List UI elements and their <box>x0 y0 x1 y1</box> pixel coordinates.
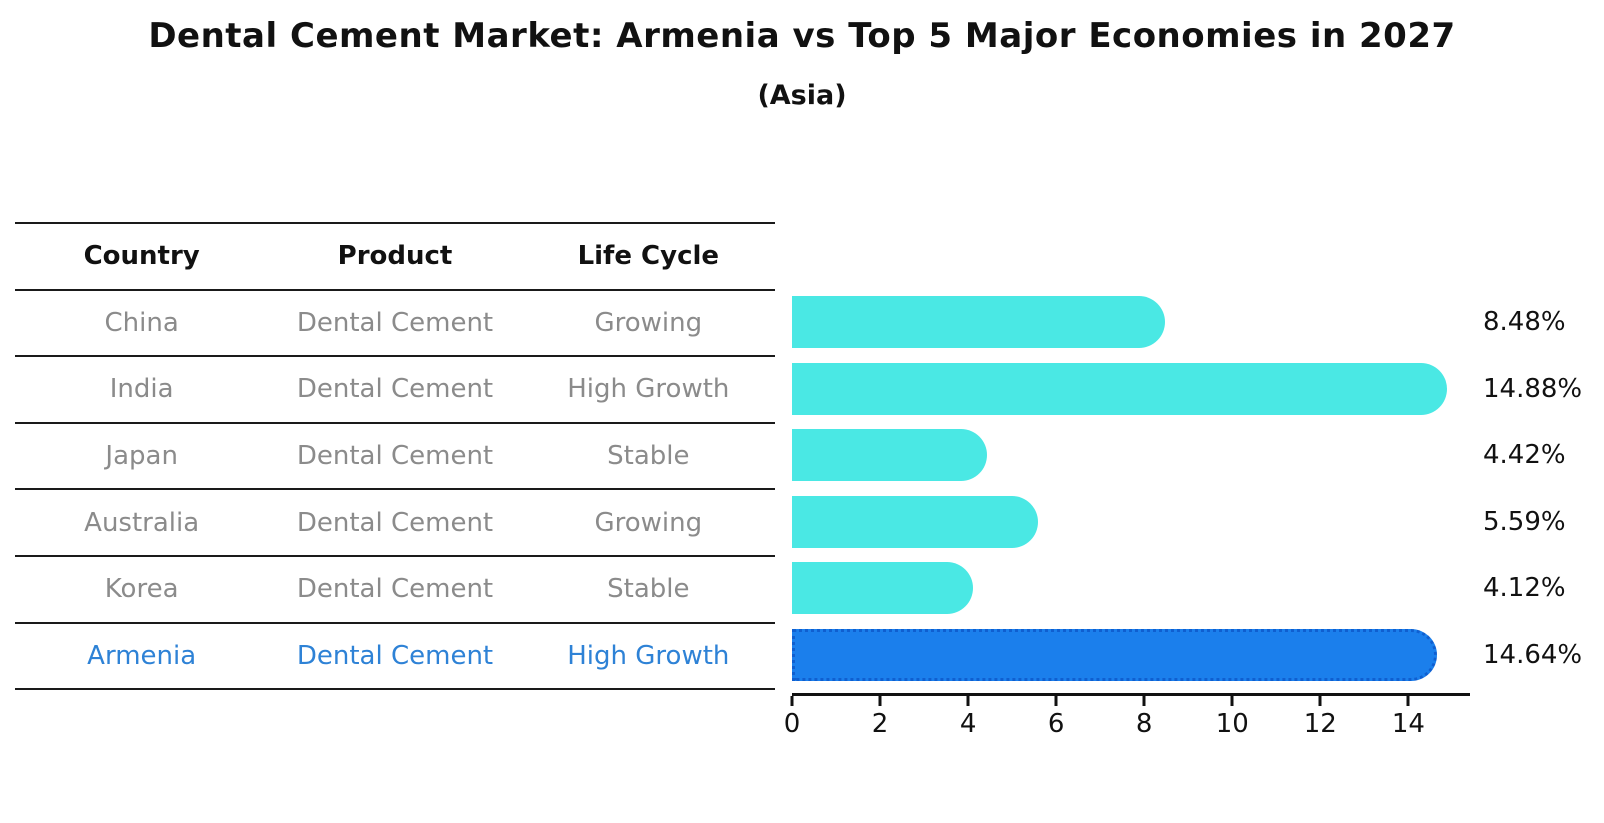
table-row-korea: Korea Dental Cement Stable <box>15 557 775 624</box>
country-table: Country Product Life Cycle China Dental … <box>15 222 775 691</box>
value-label-japan: 4.42% <box>1483 440 1566 471</box>
country-cell: India <box>109 374 174 405</box>
bar-china <box>792 296 1166 348</box>
axis-tick-label: 6 <box>1047 709 1065 739</box>
axis-tick-label: 8 <box>1135 709 1153 739</box>
bar-row-japan: 4.42% <box>792 422 1566 489</box>
column-header-country: Country <box>83 241 200 272</box>
country-cell: China <box>104 307 179 338</box>
bar-australia <box>792 495 1039 548</box>
page-title: Dental Cement Market: Armenia vs Top 5 M… <box>148 16 1456 56</box>
bar-row-china: 8.48% <box>792 289 1566 356</box>
bar-korea <box>792 562 974 615</box>
axis-tick <box>1142 696 1146 706</box>
bar-row-korea: 4.12% <box>792 555 1566 622</box>
value-label-india: 14.88% <box>1483 373 1583 404</box>
value-label-australia: 5.59% <box>1483 506 1566 537</box>
country-cell: Australia <box>84 507 200 538</box>
product-cell: Dental Cement <box>296 640 494 671</box>
column-header-product: Product <box>337 241 453 272</box>
bar-row-armenia: 14.64% <box>792 622 1582 689</box>
value-label-china: 8.48% <box>1483 307 1566 337</box>
table-row-australia: Australia Dental Cement Growing <box>15 490 775 557</box>
axis-tick <box>1230 696 1234 706</box>
product-cell: Dental Cement <box>296 574 494 605</box>
product-cell: Dental Cement <box>296 441 494 472</box>
life-cycle-cell: Stable <box>607 441 690 472</box>
axis-tick <box>1318 696 1322 706</box>
table-row-india: India Dental Cement High Growth <box>15 357 775 424</box>
bar-row-india: 14.88% <box>792 356 1582 423</box>
bar-india <box>792 362 1448 415</box>
axis-tick <box>878 696 882 706</box>
axis-tick-label: 12 <box>1303 709 1337 739</box>
bar-japan <box>792 429 987 482</box>
page-subtitle: (Asia) <box>757 80 847 111</box>
x-axis: 0 2 4 6 8 10 12 14 <box>784 693 1470 753</box>
axis-tick-label: 10 <box>1215 709 1249 739</box>
product-cell: Dental Cement <box>296 307 494 338</box>
table-row-japan: Japan Dental Cement Stable <box>15 424 775 491</box>
axis-tick-label: 4 <box>959 709 977 739</box>
axis-tick <box>966 696 970 706</box>
bar-plot-area: 8.48% 14.88% 4.42% 5.59% 4.12% 14.64% <box>792 289 1582 689</box>
value-label-armenia: 14.64% <box>1483 639 1583 670</box>
axis-tick <box>1406 696 1410 706</box>
product-cell: Dental Cement <box>296 507 494 538</box>
life-cycle-cell: High Growth <box>567 374 730 405</box>
axis-tick <box>1054 696 1058 706</box>
life-cycle-cell: High Growth <box>567 640 730 671</box>
country-cell: Korea <box>104 574 179 605</box>
column-header-life-cycle: Life Cycle <box>577 241 720 272</box>
life-cycle-cell: Stable <box>607 574 690 605</box>
axis-tick-label: 2 <box>871 709 889 739</box>
axis-tick-label: 14 <box>1391 709 1425 739</box>
x-axis-line <box>792 693 1470 696</box>
country-cell: Armenia <box>87 640 197 671</box>
table-row-armenia: Armenia Dental Cement High Growth <box>15 624 775 691</box>
table-row-china: China Dental Cement Growing <box>15 291 775 358</box>
value-label-korea: 4.12% <box>1483 573 1566 604</box>
axis-tick-label: 0 <box>783 709 801 739</box>
bar-row-australia: 5.59% <box>792 489 1566 556</box>
life-cycle-cell: Growing <box>594 507 703 538</box>
table-header-row: Country Product Life Cycle <box>15 224 775 291</box>
product-cell: Dental Cement <box>296 374 494 405</box>
axis-tick <box>790 696 794 706</box>
life-cycle-cell: Growing <box>594 307 703 338</box>
bar-armenia <box>792 628 1437 681</box>
country-cell: Japan <box>105 441 178 472</box>
